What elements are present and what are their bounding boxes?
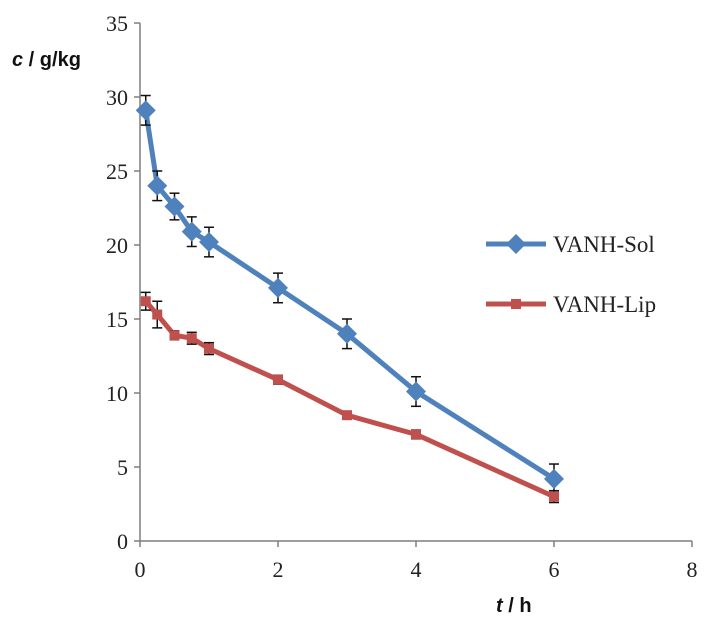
x-axis-label: t / h <box>496 595 532 617</box>
data-point-vanh-sol <box>337 323 357 344</box>
legend-marker-shape <box>511 299 521 309</box>
x-tick-label: 2 <box>273 557 284 582</box>
data-point-vanh-lip <box>186 333 197 344</box>
series-vanh-sol <box>135 94 564 495</box>
legend-marker-vanh-sol <box>506 234 526 254</box>
axes <box>134 22 693 547</box>
series-layer <box>135 94 564 504</box>
data-point-vanh-sol <box>164 196 185 217</box>
y-tick-label: 10 <box>106 381 128 406</box>
x-tick-label: 6 <box>549 557 560 582</box>
data-point-vanh-lip <box>411 429 421 440</box>
y-tick-label: 25 <box>106 159 128 184</box>
legend-label-vanh-sol: VANH-Sol <box>553 232 655 257</box>
y-tick-label: 30 <box>106 85 128 110</box>
data-point-vanh-sol <box>199 232 219 253</box>
legend: VANH-Sol VANH-Lip <box>486 232 656 317</box>
y-axis-label-unit: / g/kg <box>23 49 81 71</box>
legend-marker-shape <box>506 234 526 254</box>
data-point-vanh-sol <box>181 221 202 242</box>
x-axis-label-var: t <box>496 595 504 617</box>
data-point-vanh-sol <box>544 468 564 489</box>
data-point-vanh-lip <box>273 374 283 385</box>
y-tick-label: 5 <box>117 455 128 480</box>
legend-label-vanh-lip: VANH-Lip <box>553 292 656 317</box>
y-tick-label: 0 <box>117 529 128 554</box>
data-point-vanh-lip <box>152 309 163 320</box>
data-point-vanh-lip <box>204 343 214 354</box>
y-tick-label: 35 <box>106 11 128 36</box>
y-axis-label: c / g/kg <box>12 49 81 71</box>
data-point-vanh-sol <box>406 381 426 402</box>
series-vanh-lip <box>140 291 559 504</box>
data-point-vanh-lip <box>140 296 151 307</box>
y-tick-label: 20 <box>106 233 128 258</box>
data-point-vanh-lip <box>342 410 352 421</box>
legend-marker-vanh-lip <box>511 299 521 309</box>
x-tick-label: 0 <box>135 557 146 582</box>
data-point-vanh-lip <box>169 330 180 341</box>
data-point-vanh-lip <box>549 491 559 502</box>
y-tick-label: 15 <box>106 307 128 332</box>
y-axis-label-var: c <box>12 49 23 71</box>
x-tick-label: 4 <box>411 557 422 582</box>
tick-labels: 0 5 10 15 20 25 30 35 0 2 4 6 8 <box>106 11 698 582</box>
x-tick-label: 8 <box>687 557 698 582</box>
x-axis-label-unit: / h <box>503 595 532 617</box>
data-point-vanh-sol <box>268 277 288 298</box>
series-line-vanh-sol <box>143 107 557 482</box>
data-point-vanh-sol <box>135 100 156 121</box>
data-point-vanh-sol <box>147 175 168 196</box>
